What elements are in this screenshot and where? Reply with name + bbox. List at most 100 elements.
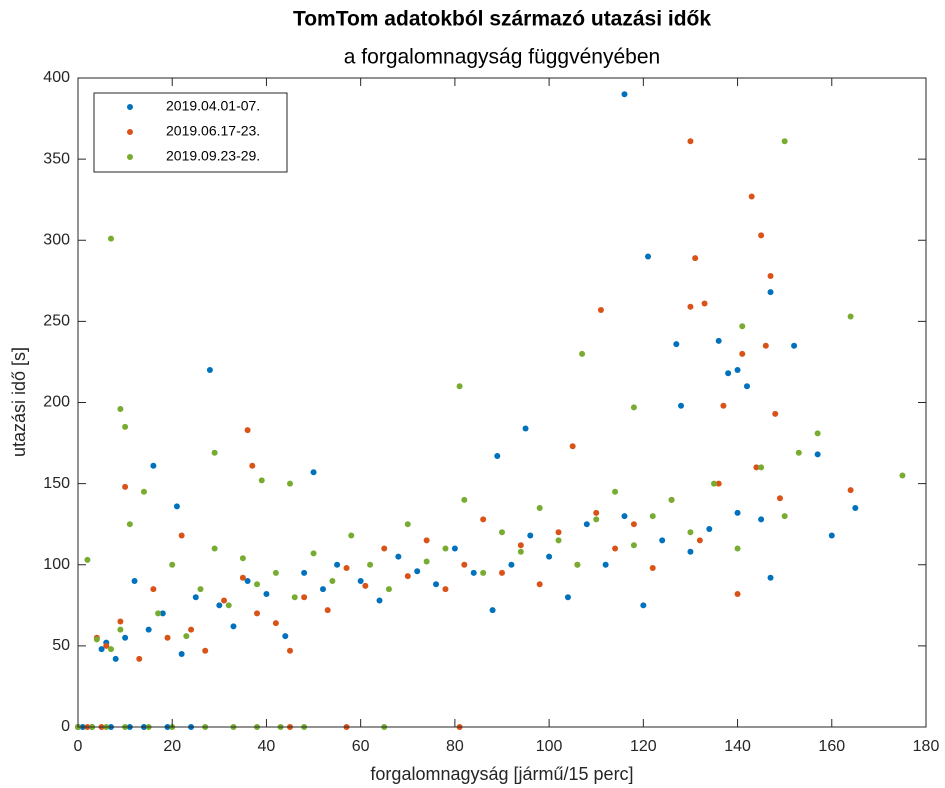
scatter-point [734, 545, 741, 552]
x-tick-label: 160 [818, 738, 845, 755]
scatter-point [225, 602, 232, 609]
scatter-point [739, 350, 746, 357]
scatter-point [287, 480, 293, 487]
scatter-point [216, 602, 223, 609]
scatter-point [150, 586, 157, 593]
scatter-point [499, 529, 505, 536]
scatter-point [107, 235, 114, 242]
scatter-point [758, 232, 765, 239]
scatter-point [122, 483, 129, 490]
scatter-point [150, 462, 157, 469]
scatter-point [734, 590, 741, 597]
scatter-point [461, 496, 468, 503]
x-tick-label: 140 [724, 738, 751, 755]
scatter-point [423, 558, 430, 565]
scatter-point [621, 91, 628, 98]
scatter-point [140, 488, 147, 495]
scatter-point [630, 404, 637, 411]
scatter-point [456, 383, 463, 390]
scatter-point [597, 307, 604, 314]
scatter-point [630, 521, 637, 528]
scatter-point [899, 472, 906, 479]
scatter-point [517, 542, 524, 549]
scatter-point [583, 521, 590, 528]
scatter-point [743, 383, 750, 390]
scatter-point [517, 548, 524, 555]
scatter-point [126, 521, 133, 528]
scatter-point [324, 607, 331, 614]
scatter-point [145, 626, 152, 633]
scatter-point [433, 581, 440, 588]
scatter-point [758, 464, 765, 471]
scatter-point [103, 642, 110, 649]
scatter-point [122, 423, 129, 430]
scatter-point [593, 516, 600, 523]
scatter-point [668, 496, 675, 503]
scatter-point [781, 138, 788, 145]
scatter-point [546, 553, 553, 560]
scatter-point [98, 646, 105, 653]
scatter-point [499, 569, 505, 576]
scatter-point [258, 477, 265, 484]
scatter-point [254, 581, 261, 588]
scatter-point [173, 503, 180, 510]
scatter-point [470, 569, 477, 576]
scatter-point [687, 529, 694, 536]
scatter-point [423, 537, 430, 544]
scatter-point [847, 487, 854, 494]
x-tick-label: 120 [630, 738, 657, 755]
scatter-point [536, 581, 543, 588]
scatter-point [202, 647, 209, 654]
x-tick-label: 40 [258, 738, 276, 755]
scatter-point [310, 469, 317, 476]
scatter-point [814, 430, 821, 437]
scatter-point [367, 561, 374, 568]
scatter-point [711, 480, 717, 487]
scatter-point [781, 513, 788, 520]
y-tick-label: 300 [43, 231, 70, 248]
scatter-point [239, 555, 246, 562]
legend-box [93, 92, 288, 173]
scatter-point [159, 610, 166, 617]
legend-marker [127, 129, 133, 135]
scatter-point [574, 561, 581, 568]
scatter-point [192, 594, 199, 601]
scatter-point [767, 272, 774, 279]
scatter-point [272, 620, 279, 627]
scatter-point [122, 634, 129, 641]
scatter-point [197, 586, 204, 593]
scatter-point [579, 350, 586, 357]
scatter-point [701, 300, 708, 307]
y-tick-label: 50 [52, 637, 70, 654]
scatter-point [93, 636, 100, 643]
scatter-point [169, 561, 176, 568]
scatter-point [569, 443, 576, 450]
scatter-point [117, 626, 124, 633]
scatter-point [334, 561, 341, 568]
scatter-point [263, 590, 270, 597]
y-tick-label: 0 [61, 718, 70, 735]
y-tick-label: 250 [43, 313, 70, 330]
scatter-point [621, 513, 628, 520]
x-tick-label: 0 [74, 738, 83, 755]
scatter-point [715, 337, 722, 344]
y-tick-label: 200 [43, 394, 70, 411]
scatter-point [828, 532, 835, 539]
scatter-point [221, 597, 228, 604]
scatter-point [244, 427, 251, 434]
scatter-point [852, 504, 859, 511]
scatter-point [206, 367, 213, 374]
y-tick-label: 100 [43, 556, 70, 573]
scatter-point [758, 516, 765, 523]
scatter-point [211, 545, 218, 552]
scatter-point [692, 255, 699, 262]
scatter-point [847, 313, 854, 320]
scatter-point [183, 633, 190, 640]
legend-label: 2019.04.01-07. [166, 98, 260, 114]
scatter-point [480, 569, 487, 576]
scatter-point [734, 509, 741, 516]
scatter-point [753, 464, 760, 471]
scatter-point [131, 577, 138, 584]
scatter-point [343, 564, 350, 571]
